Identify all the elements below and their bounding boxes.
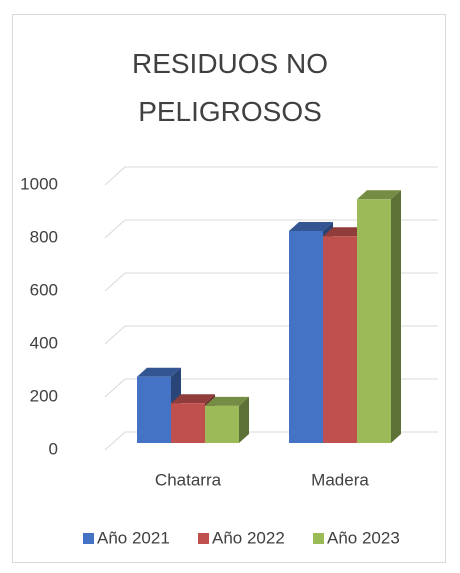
bar-side — [239, 396, 249, 443]
bar-front — [357, 199, 391, 443]
y-tick-label: 600 — [30, 280, 58, 299]
x-tick-label: Chatarra — [155, 470, 222, 489]
bar-front — [137, 376, 171, 443]
chart-frame — [12, 14, 446, 563]
bar-side — [391, 190, 401, 443]
chart-title: RESIDUOS NO PELIGROSOS — [131, 48, 329, 127]
grid-line — [104, 166, 438, 186]
y-tick-label: 0 — [49, 439, 58, 458]
bar-front — [289, 231, 323, 443]
bar — [205, 396, 249, 443]
bar-top — [171, 394, 215, 404]
legend-label: Año 2022 — [212, 528, 285, 547]
y-tick-label: 200 — [30, 386, 58, 405]
y-tick-label: 1000 — [20, 174, 58, 193]
legend-label: Año 2023 — [327, 528, 400, 547]
bar-top — [323, 227, 367, 237]
y-tick-label: 400 — [30, 333, 58, 352]
x-tick-label: Madera — [311, 470, 369, 489]
legend-label: Año 2021 — [97, 528, 170, 547]
legend-swatch — [313, 533, 324, 544]
bar-top — [357, 190, 401, 200]
y-tick-label: 800 — [30, 227, 58, 246]
bar-top — [205, 396, 249, 406]
legend-swatch — [83, 533, 94, 544]
bar-top — [289, 222, 333, 231]
bar-front — [205, 405, 239, 443]
bar-front — [323, 236, 357, 443]
bar — [357, 190, 401, 443]
bar-front — [171, 403, 205, 443]
legend-swatch — [198, 533, 209, 544]
bar-top — [137, 367, 181, 377]
grid-line — [104, 219, 438, 239]
